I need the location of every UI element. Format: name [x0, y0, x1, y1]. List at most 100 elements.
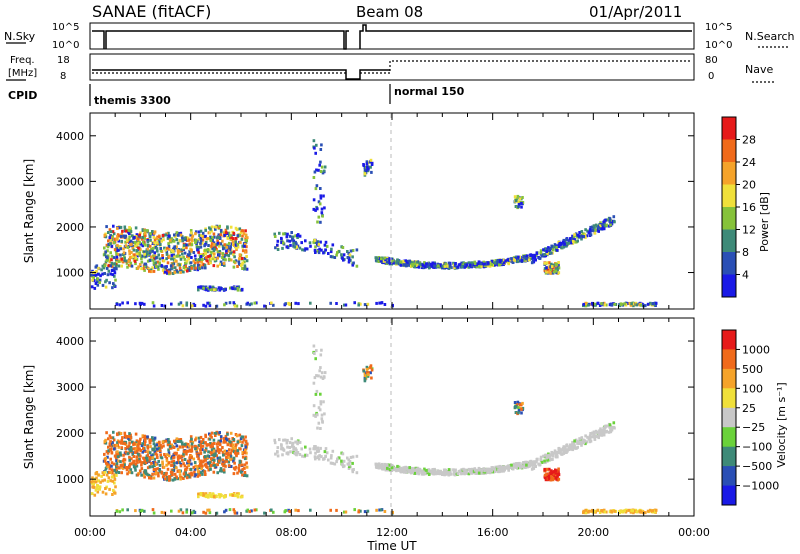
- velocity-cell: [346, 456, 349, 460]
- power-cell: [214, 227, 217, 231]
- power-cell: [173, 245, 176, 249]
- power-cell: [591, 302, 595, 306]
- velocity-cell: [549, 474, 553, 478]
- velocity-cell: [139, 437, 142, 441]
- power-cell: [593, 231, 597, 235]
- velocity-cell: [165, 475, 169, 479]
- velocity-cell: [189, 467, 193, 471]
- velocity-cell: [353, 508, 356, 512]
- velocity-cell: [379, 463, 383, 467]
- velocity-cell: [602, 426, 605, 430]
- power-cell: [122, 258, 126, 262]
- velocity-cell: [195, 452, 199, 455]
- power-cell: [378, 301, 381, 305]
- power-cell: [137, 237, 140, 241]
- power-cell: [530, 257, 533, 260]
- power-cell: [344, 303, 348, 307]
- power-cell: [191, 234, 195, 238]
- power-cell: [538, 257, 541, 260]
- power-cell: [317, 251, 321, 255]
- power-cell: [246, 301, 250, 305]
- power-cell: [408, 259, 411, 263]
- velocity-cell: [231, 446, 235, 450]
- velocity-cell: [255, 508, 258, 512]
- velocity-cell: [94, 488, 98, 492]
- velocity-cell: [98, 485, 102, 489]
- power-cell: [410, 264, 413, 268]
- velocity-cell: [288, 441, 292, 445]
- power-cell: [153, 254, 157, 258]
- velocity-cell: [109, 471, 113, 474]
- velocity-cell: [165, 459, 169, 463]
- power-cell: [407, 263, 410, 267]
- power-cell: [518, 197, 522, 201]
- velocity-cell: [596, 508, 599, 512]
- velocity-cell: [139, 454, 142, 458]
- velocity-cell: [113, 473, 116, 477]
- power-cell: [188, 249, 191, 253]
- power-cell: [551, 269, 554, 273]
- power-cell: [331, 255, 334, 259]
- velocity-cell: [160, 445, 163, 449]
- velocity-cell: [273, 438, 276, 442]
- velocity-cell: [293, 451, 296, 455]
- velocity-cell: [173, 451, 176, 455]
- power-cell: [457, 263, 461, 267]
- velocity-cell: [552, 451, 556, 455]
- velocity-cell: [348, 465, 351, 469]
- power-cell: [243, 267, 247, 271]
- velocity-cell: [222, 468, 226, 472]
- power-cell: [544, 247, 547, 251]
- velocity-cell: [378, 508, 381, 512]
- power-cell: [506, 258, 510, 262]
- velocity-cell: [415, 467, 418, 471]
- power-cell: [108, 281, 111, 285]
- power-cell: [468, 263, 472, 267]
- power-cell: [572, 235, 576, 239]
- power-cell: [109, 242, 112, 246]
- velocity-cell: [565, 450, 568, 454]
- power-cell: [229, 234, 232, 238]
- velocity-cell: [567, 448, 571, 452]
- power-cell: [546, 252, 549, 256]
- velocity-cell: [225, 449, 228, 453]
- power-cell: [584, 301, 587, 305]
- velocity-cell: [241, 455, 245, 459]
- velocity-cell: [203, 470, 207, 474]
- velocity-cell: [396, 464, 399, 468]
- power-cell: [565, 242, 569, 245]
- velocity-cell: [604, 424, 607, 428]
- velocity-cell: [133, 442, 136, 446]
- velocity-cell: [110, 451, 114, 455]
- power-cell: [94, 265, 98, 269]
- velocity-cell: [140, 463, 143, 467]
- power-cell: [204, 241, 208, 244]
- power-cell: [190, 243, 194, 247]
- power-cell: [309, 244, 312, 248]
- velocity-cell: [163, 453, 166, 456]
- power-y-label: Slant Range [km]: [22, 159, 36, 263]
- power-cell: [188, 252, 192, 256]
- power-cell: [600, 227, 603, 231]
- velocity-cell: [235, 434, 239, 438]
- velocity-cell: [179, 477, 182, 481]
- velocity-cell: [148, 456, 152, 459]
- power-cell: [154, 261, 158, 265]
- power-cell: [194, 239, 198, 242]
- power-cell: [286, 232, 289, 236]
- power-cell: [235, 228, 239, 232]
- power-cell: [197, 288, 200, 292]
- velocity-cell: [244, 435, 247, 439]
- power-cell: [187, 257, 190, 261]
- velocity-cell: [244, 445, 248, 449]
- velocity-cell: [121, 436, 124, 440]
- velocity-cell: [111, 471, 114, 475]
- power-cell: [120, 257, 124, 261]
- power-cell: [525, 254, 529, 258]
- velocity-cell: [212, 438, 216, 442]
- velocity-cell: [135, 455, 139, 459]
- velocity-cell: [172, 446, 176, 449]
- velocity-cell: [143, 469, 147, 473]
- power-cell: [304, 247, 307, 251]
- power-cell: [194, 258, 197, 261]
